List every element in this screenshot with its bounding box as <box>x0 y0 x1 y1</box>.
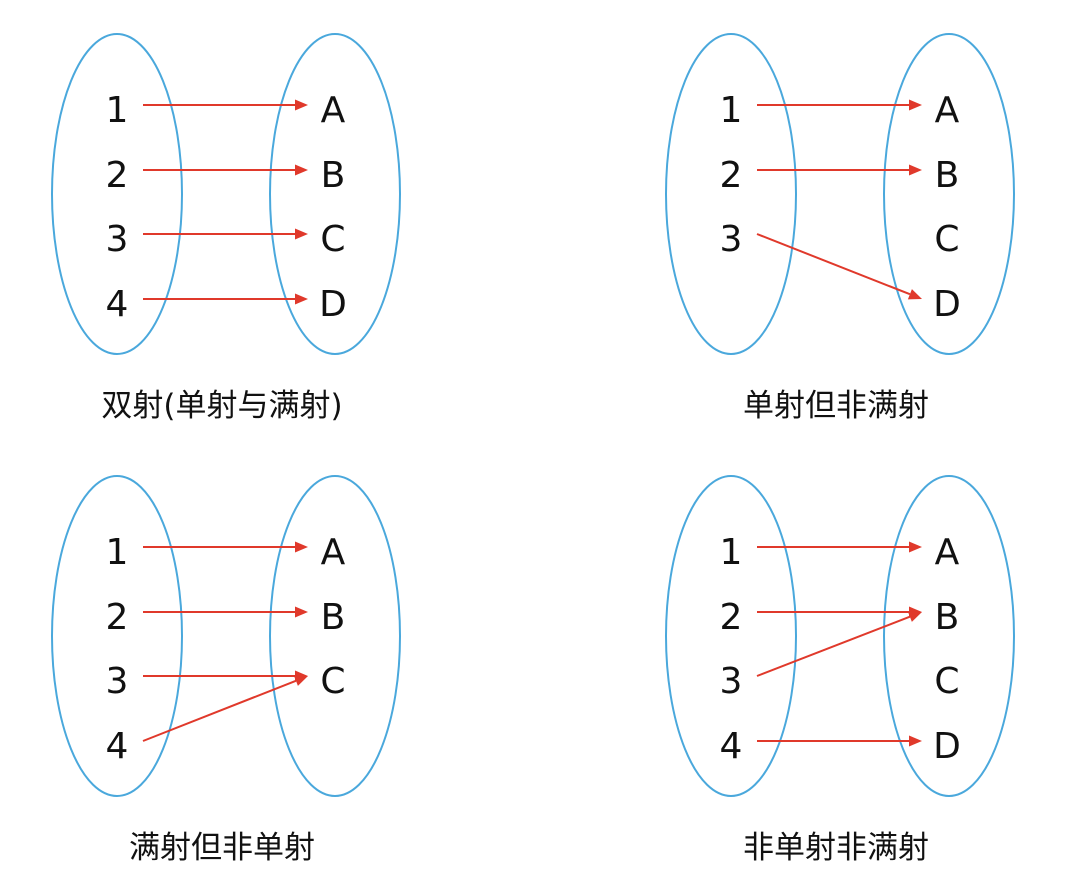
arrow-head-icon <box>295 293 308 305</box>
domain-element-1: 1 <box>106 532 129 573</box>
mapping-arrow-1-to-A <box>143 541 308 553</box>
mapping-arrow-4-to-D <box>143 293 308 305</box>
domain-element-3: 3 <box>720 219 743 260</box>
arrow-head-icon <box>295 99 308 111</box>
domain-element-1: 1 <box>106 90 129 131</box>
codomain-element-A: A <box>321 90 346 131</box>
arrow-head-icon <box>295 228 308 240</box>
codomain-element-D: D <box>319 284 347 325</box>
codomain-element-C: C <box>320 219 345 260</box>
mapping-arrow-1-to-A <box>143 99 308 111</box>
codomain-element-D: D <box>933 726 961 767</box>
domain-set-oval <box>51 33 183 355</box>
arrow-head-icon <box>909 541 922 553</box>
codomain-set-oval <box>883 475 1015 797</box>
domain-element-2: 2 <box>106 155 129 196</box>
domain-element-2: 2 <box>106 597 129 638</box>
domain-element-4: 4 <box>106 726 129 767</box>
codomain-set-oval <box>269 33 401 355</box>
domain-element-3: 3 <box>106 219 129 260</box>
arrow-line <box>142 679 297 742</box>
codomain-element-C: C <box>320 661 345 702</box>
mapping-arrow-3-to-C <box>143 670 308 682</box>
domain-element-3: 3 <box>720 661 743 702</box>
arrow-line <box>756 233 911 296</box>
domain-set-oval <box>665 475 797 797</box>
mapping-arrow-2-to-B <box>143 164 308 176</box>
domain-element-3: 3 <box>106 661 129 702</box>
domain-element-2: 2 <box>720 597 743 638</box>
arrow-head-icon <box>907 611 922 622</box>
domain-element-4: 4 <box>106 284 129 325</box>
codomain-element-D: D <box>933 284 961 325</box>
domain-set-oval <box>51 475 183 797</box>
mapping-arrow-3-to-B <box>756 611 922 677</box>
arrow-head-icon <box>909 99 922 111</box>
codomain-element-B: B <box>935 597 960 638</box>
mapping-arrow-3-to-D <box>756 233 922 300</box>
arrow-head-icon <box>293 675 308 686</box>
codomain-element-C: C <box>934 661 959 702</box>
codomain-element-B: B <box>321 597 346 638</box>
mapping-arrow-4-to-D <box>757 735 922 747</box>
domain-element-1: 1 <box>720 90 743 131</box>
panel-caption: 单射但非满射 <box>743 388 929 424</box>
domain-element-4: 4 <box>720 726 743 767</box>
codomain-set-oval <box>883 33 1015 355</box>
codomain-element-C: C <box>934 219 959 260</box>
codomain-element-B: B <box>935 155 960 196</box>
panel-caption: 满射但非单射 <box>129 830 315 866</box>
arrow-head-icon <box>909 735 922 747</box>
mapping-arrow-1-to-A <box>757 541 922 553</box>
codomain-element-A: A <box>321 532 346 573</box>
codomain-set-oval <box>269 475 401 797</box>
codomain-element-B: B <box>321 155 346 196</box>
arrow-line <box>756 615 911 677</box>
panel-caption: 双射(单射与满射) <box>101 388 342 424</box>
mapping-arrow-2-to-B <box>143 606 308 618</box>
arrow-head-icon <box>907 289 922 300</box>
mapping-arrow-2-to-B <box>757 606 922 618</box>
mapping-arrow-2-to-B <box>757 164 922 176</box>
arrow-head-icon <box>295 541 308 553</box>
mapping-arrow-4-to-C <box>142 675 308 742</box>
arrow-head-icon <box>295 606 308 618</box>
mapping-arrow-3-to-C <box>143 228 308 240</box>
domain-element-2: 2 <box>720 155 743 196</box>
mapping-arrow-1-to-A <box>757 99 922 111</box>
domain-element-1: 1 <box>720 532 743 573</box>
codomain-element-A: A <box>935 90 960 131</box>
arrow-head-icon <box>909 164 922 176</box>
panel-caption: 非单射非满射 <box>743 830 929 866</box>
domain-set-oval <box>665 33 797 355</box>
codomain-element-A: A <box>935 532 960 573</box>
arrow-head-icon <box>295 164 308 176</box>
panel-3: 1 2 3 4 ABC 满射但非单射 <box>51 475 401 866</box>
